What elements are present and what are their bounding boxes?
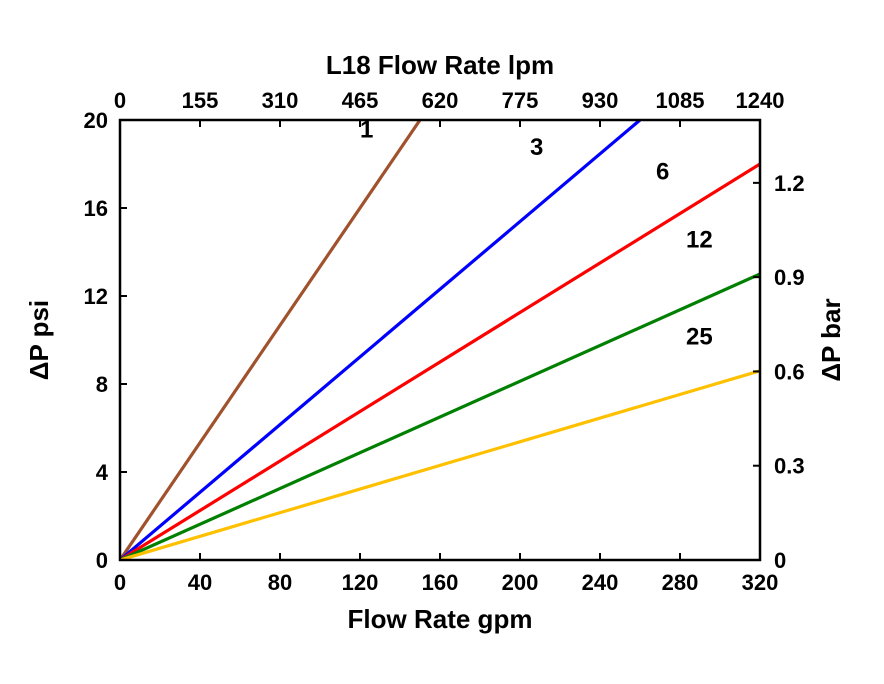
xtick-bottom-label: 80 <box>268 570 292 595</box>
axis-title-right: ΔP bar <box>816 298 846 381</box>
xtick-bottom-label: 200 <box>502 570 539 595</box>
xtick-top-label: 310 <box>262 88 299 113</box>
xtick-bottom-label: 120 <box>342 570 379 595</box>
ytick-left-label: 4 <box>96 460 109 485</box>
ytick-left-label: 16 <box>84 196 108 221</box>
xtick-top-label: 930 <box>582 88 619 113</box>
ytick-right-label: 0.6 <box>774 359 805 384</box>
ytick-left-label: 0 <box>96 548 108 573</box>
ytick-right-label: 0.3 <box>774 454 805 479</box>
series-label-6: 6 <box>656 158 669 185</box>
xtick-top-label: 155 <box>182 88 219 113</box>
xtick-top-label: 1240 <box>736 88 785 113</box>
xtick-top-label: 775 <box>502 88 539 113</box>
xtick-bottom-label: 240 <box>582 570 619 595</box>
xtick-bottom-label: 280 <box>662 570 699 595</box>
xtick-bottom-label: 160 <box>422 570 459 595</box>
xtick-bottom-label: 0 <box>114 570 126 595</box>
xtick-bottom-label: 320 <box>742 570 779 595</box>
ytick-right-label: 0.9 <box>774 265 805 290</box>
xtick-top-label: 0 <box>114 88 126 113</box>
series-label-25: 25 <box>686 323 713 350</box>
xtick-top-label: 1085 <box>656 88 705 113</box>
ytick-left-label: 8 <box>96 372 108 397</box>
ytick-right-label: 1.2 <box>774 171 805 196</box>
xtick-top-label: 465 <box>342 88 379 113</box>
ytick-left-label: 20 <box>84 108 108 133</box>
series-label-3: 3 <box>530 134 543 161</box>
axis-title-left: ΔP psi <box>24 300 54 380</box>
ytick-right-label: 0 <box>774 548 786 573</box>
ytick-left-label: 12 <box>84 284 108 309</box>
chart-container: 0408012016020024028032001553104656207759… <box>0 0 884 684</box>
chart-svg: 0408012016020024028032001553104656207759… <box>0 0 884 684</box>
axis-title-top: L18 Flow Rate lpm <box>326 50 554 80</box>
series-label-12: 12 <box>686 227 713 254</box>
xtick-top-label: 620 <box>422 88 459 113</box>
series-label-1: 1 <box>360 117 373 144</box>
xtick-bottom-label: 40 <box>188 570 212 595</box>
axis-title-bottom: Flow Rate gpm <box>348 604 533 634</box>
